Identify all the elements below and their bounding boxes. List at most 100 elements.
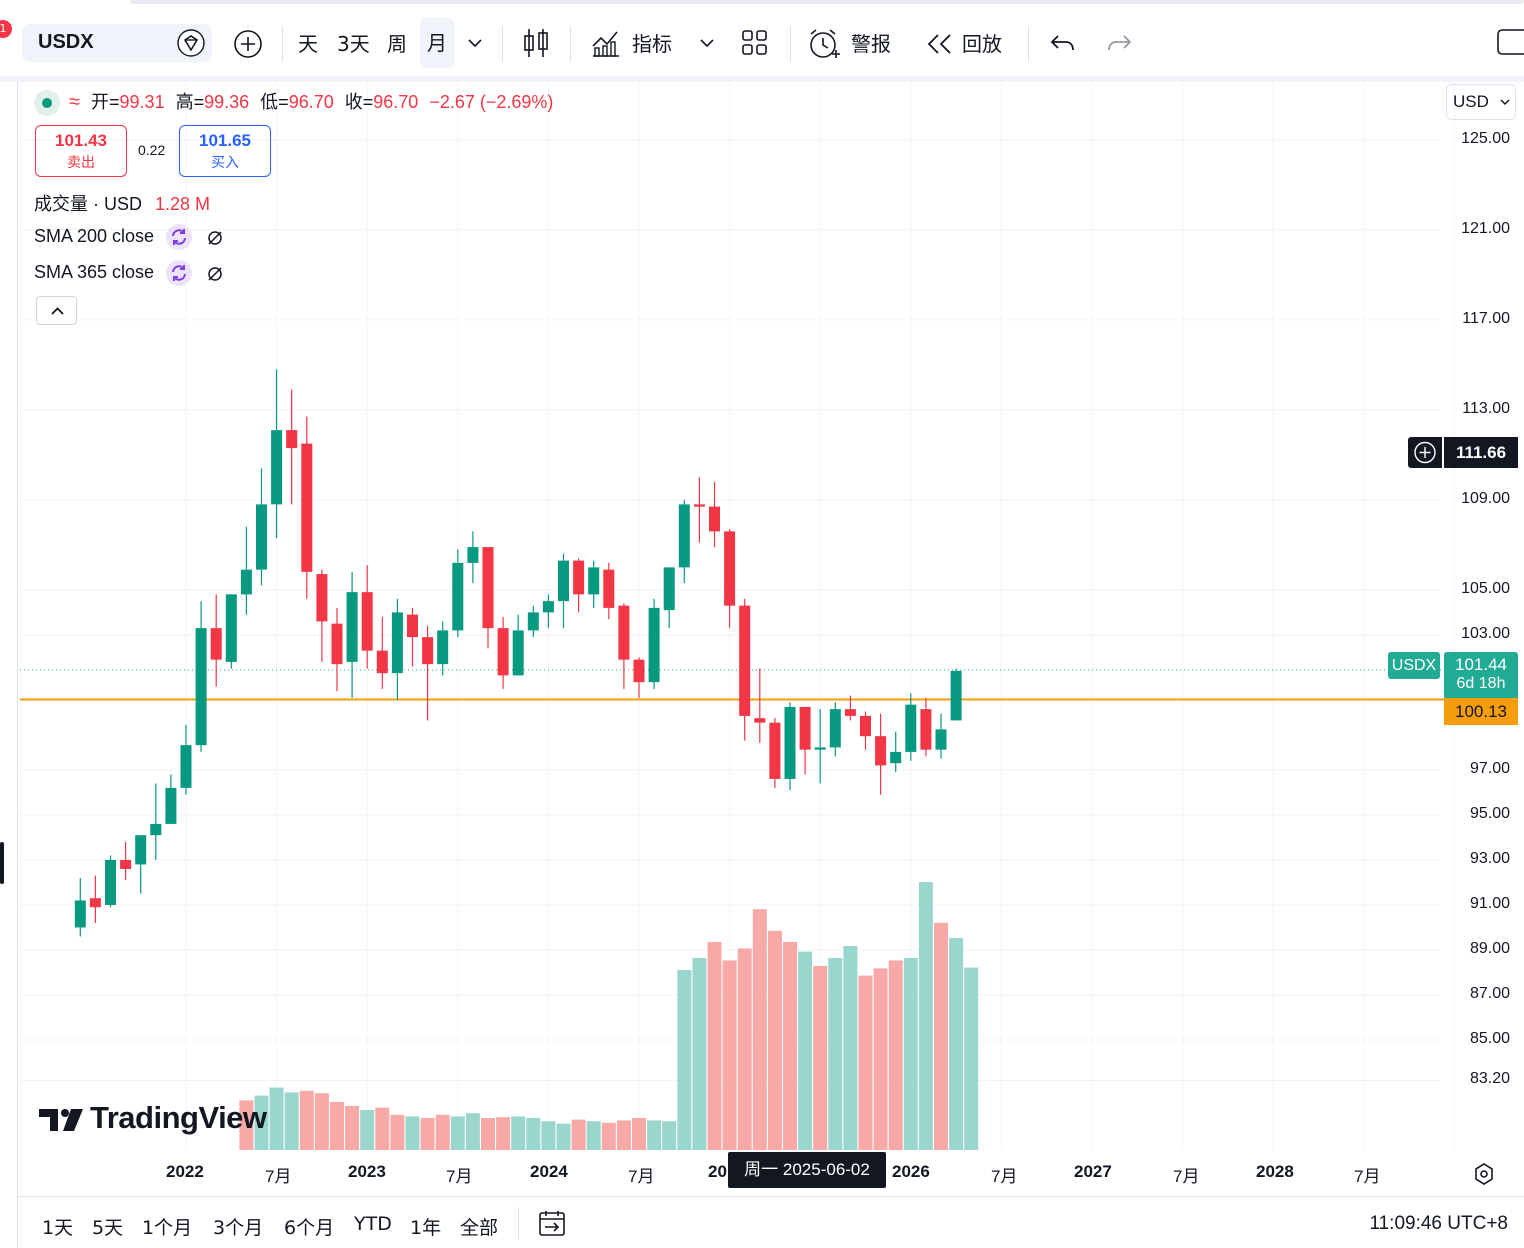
time-tick-label: 7月 — [991, 1167, 1018, 1186]
range-ytd[interactable]: YTD — [354, 1213, 392, 1235]
time-tick-label: 2024 — [530, 1162, 568, 1181]
candle-body — [452, 562, 464, 631]
symbol-search[interactable]: USDX — [22, 24, 212, 62]
price-tick-label: 97.00 — [1469, 759, 1510, 777]
candle-body — [105, 859, 116, 905]
time-axis-settings-icon[interactable] — [1470, 1160, 1498, 1188]
time-tick-label: 20 — [708, 1162, 727, 1181]
range-5d[interactable]: 5天 — [92, 1217, 124, 1239]
replay-button[interactable]: 回放 — [962, 32, 1002, 56]
candle-body — [74, 900, 86, 928]
candle-body — [558, 560, 569, 602]
time-tick-label: 2026 — [892, 1162, 930, 1181]
indicators-icon[interactable] — [590, 26, 622, 60]
refresh-icon[interactable] — [166, 260, 192, 286]
range-6m[interactable]: 6个月 — [284, 1217, 335, 1239]
candle-body — [860, 715, 871, 737]
symbol-info-icon[interactable] — [176, 28, 206, 58]
candle-body — [89, 898, 101, 908]
volume-bar — [722, 960, 737, 1150]
range-1y[interactable]: 1年 — [410, 1217, 442, 1239]
interval-1d[interactable]: 天 — [298, 32, 318, 56]
volume-bar — [284, 1092, 299, 1150]
volume-bar — [405, 1116, 420, 1150]
interval-1w[interactable]: 周 — [387, 32, 407, 56]
volume-bar — [828, 958, 843, 1150]
candle-body — [784, 706, 796, 779]
rewind-icon[interactable] — [924, 30, 954, 58]
candle-body — [739, 605, 751, 716]
candle-body — [905, 704, 917, 752]
candle-body — [497, 628, 509, 676]
range-3m[interactable]: 3个月 — [213, 1217, 264, 1239]
currency-selector[interactable]: USD — [1446, 84, 1516, 120]
clock-timezone[interactable]: 11:09:46 UTC+8 — [1369, 1213, 1508, 1234]
candle-body — [588, 567, 600, 595]
price-chart[interactable] — [0, 82, 1524, 1190]
candle-body — [754, 718, 766, 723]
price-tick-label: 93.00 — [1469, 849, 1510, 867]
sell-button[interactable]: 101.43 卖出 — [35, 125, 127, 177]
volume-bar — [314, 1093, 329, 1150]
high-value: 99.36 — [204, 92, 250, 112]
candle-body — [648, 607, 660, 683]
chevron-up-icon — [51, 307, 64, 315]
volume-legend[interactable]: 成交量 · USD 1.28 M — [34, 190, 210, 216]
candle-body — [256, 504, 267, 570]
volume-bar — [269, 1087, 284, 1150]
layouts-icon[interactable] — [740, 28, 770, 58]
sma365-legend[interactable]: SMA 365 close — [34, 262, 154, 283]
market-status-icon[interactable] — [34, 90, 60, 117]
chevron-down-icon[interactable] — [698, 36, 716, 50]
buy-button[interactable]: 101.65 买入 — [179, 125, 271, 177]
redo-icon[interactable] — [1104, 30, 1134, 58]
interval-3d[interactable]: 3天 — [337, 32, 370, 56]
refresh-icon[interactable] — [166, 224, 192, 250]
indicators-button[interactable]: 指标 — [632, 32, 672, 56]
undo-icon[interactable] — [1048, 30, 1078, 58]
tradingview-logo-text: TradingView — [90, 1100, 267, 1135]
candle-body — [316, 574, 328, 622]
candle-body — [769, 722, 781, 779]
range-1d[interactable]: 1天 — [42, 1217, 74, 1239]
scroll-handle[interactable] — [0, 842, 4, 884]
open-label: 开= — [91, 92, 120, 112]
plus-circle-icon — [1414, 441, 1436, 464]
volume-bar — [481, 1118, 495, 1150]
candle-body — [391, 612, 403, 674]
low-value: 96.70 — [288, 92, 334, 112]
alert-button[interactable]: 警报 — [851, 32, 891, 56]
chevron-down-icon[interactable] — [466, 36, 484, 50]
volume-bar — [254, 1095, 269, 1150]
candles-icon[interactable] — [520, 26, 552, 60]
volume-bar — [813, 966, 828, 1150]
candle-body — [301, 443, 313, 572]
interval-1m[interactable]: 月 — [420, 18, 454, 68]
time-tick-label: 2027 — [1074, 1162, 1112, 1181]
volume-label: 成交量 · USD — [34, 194, 142, 214]
volume-bar — [616, 1120, 631, 1150]
fullscreen-icon[interactable] — [1496, 28, 1524, 58]
crosshair-add-button[interactable] — [1408, 437, 1442, 468]
add-symbol-icon[interactable] — [232, 28, 264, 60]
candle-body — [150, 823, 162, 836]
sma200-legend[interactable]: SMA 200 close — [34, 226, 154, 247]
notification-badge[interactable]: 1 — [0, 20, 12, 38]
countdown-value: 6d 18h — [1456, 675, 1506, 692]
candle-body — [829, 709, 841, 748]
candle-body — [210, 628, 222, 660]
time-tick-label: 7月 — [446, 1167, 473, 1186]
volume-bar — [601, 1122, 616, 1150]
range-1m[interactable]: 1个月 — [142, 1217, 193, 1239]
hline-price-tag[interactable]: 100.13 — [1444, 698, 1518, 725]
tradingview-watermark[interactable]: TradingView — [38, 1100, 267, 1136]
range-all[interactable]: 全部 — [460, 1217, 499, 1239]
collapse-legend-button[interactable] — [36, 296, 77, 325]
time-tick-label: 7月 — [628, 1167, 655, 1186]
volume-bar — [511, 1116, 526, 1150]
alarm-clock-icon[interactable] — [806, 26, 842, 62]
goto-date-icon[interactable] — [536, 1209, 568, 1239]
crosshair-price-label: 111.66 — [1444, 437, 1518, 468]
price-tick-label: 125.00 — [1461, 129, 1510, 147]
price-tick-label: 95.00 — [1469, 804, 1510, 822]
